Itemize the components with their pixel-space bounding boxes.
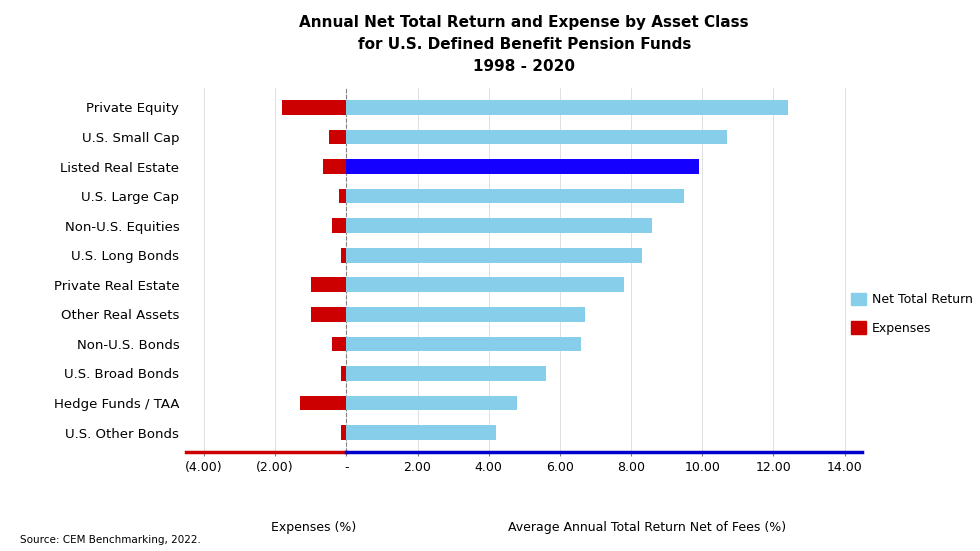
Bar [346, 425, 496, 440]
Bar [311, 307, 346, 322]
Bar [323, 159, 346, 174]
Bar [346, 307, 585, 322]
Bar [282, 100, 346, 115]
Bar [300, 396, 346, 410]
Text: Expenses (%): Expenses (%) [271, 521, 356, 534]
Title: Annual Net Total Return and Expense by Asset Class
for U.S. Defined Benefit Pens: Annual Net Total Return and Expense by A… [300, 15, 749, 74]
Bar [346, 337, 581, 352]
Bar [346, 218, 653, 233]
Bar [328, 129, 346, 144]
Text: Source: CEM Benchmarking, 2022.: Source: CEM Benchmarking, 2022. [20, 536, 201, 545]
Bar [346, 159, 699, 174]
Bar [346, 188, 684, 203]
Bar [332, 218, 346, 233]
Bar [339, 188, 346, 203]
Text: Average Annual Total Return Net of Fees (%): Average Annual Total Return Net of Fees … [508, 521, 786, 534]
Bar [346, 277, 624, 292]
Bar [346, 396, 517, 410]
Bar [311, 277, 346, 292]
Legend: Net Total Return, Expenses: Net Total Return, Expenses [846, 288, 978, 340]
Bar [346, 129, 727, 144]
Bar [341, 366, 346, 381]
Bar [341, 248, 346, 263]
Bar [346, 100, 788, 115]
Bar [341, 425, 346, 440]
Bar [346, 248, 642, 263]
Bar [346, 366, 546, 381]
Bar [332, 337, 346, 352]
